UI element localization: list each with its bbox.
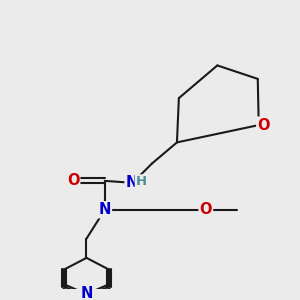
Text: O: O — [67, 173, 79, 188]
Text: O: O — [257, 118, 270, 133]
Text: N: N — [80, 286, 93, 300]
Text: H: H — [136, 175, 147, 188]
Text: N: N — [125, 175, 138, 190]
Text: O: O — [200, 202, 212, 217]
Text: N: N — [99, 202, 111, 217]
